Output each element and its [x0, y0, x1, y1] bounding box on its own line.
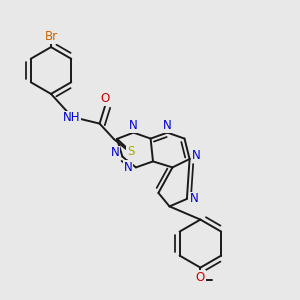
Text: NH: NH	[63, 111, 81, 124]
Text: N: N	[129, 119, 138, 133]
Text: N: N	[163, 119, 172, 133]
Text: N: N	[192, 149, 201, 162]
Text: O: O	[196, 271, 205, 284]
Text: N: N	[190, 192, 199, 206]
Text: Br: Br	[44, 30, 58, 44]
Text: S: S	[127, 145, 134, 158]
Text: N: N	[110, 146, 119, 160]
Text: N: N	[124, 161, 133, 174]
Text: O: O	[101, 92, 110, 106]
